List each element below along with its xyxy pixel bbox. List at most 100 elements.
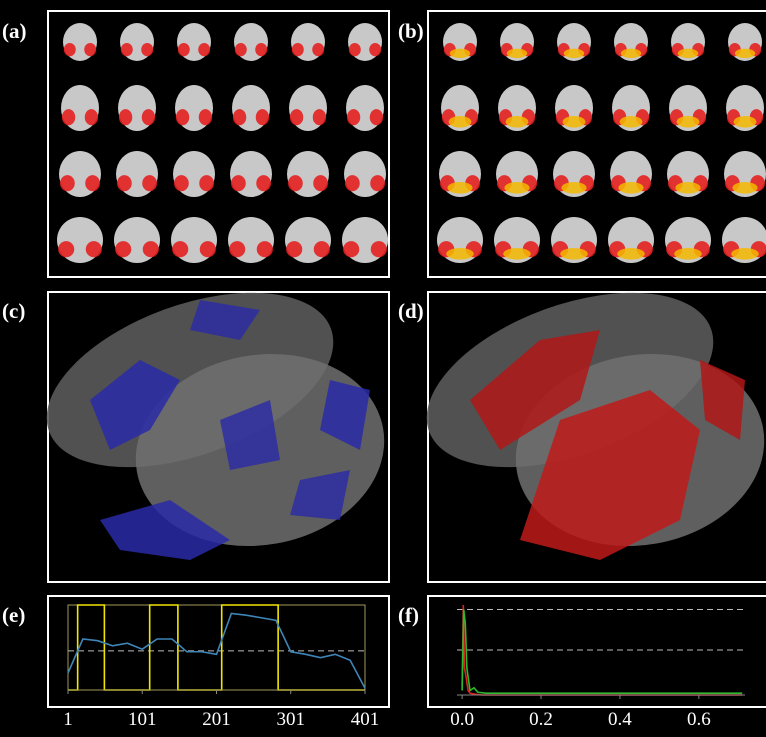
activation	[734, 48, 756, 59]
activation	[255, 109, 270, 126]
activation	[617, 248, 645, 260]
activation	[199, 241, 216, 258]
activation	[198, 109, 213, 126]
x-tick-label: 401	[351, 709, 380, 730]
x-tick-label: 0.4	[608, 709, 632, 730]
activation	[142, 241, 159, 258]
activation	[370, 241, 387, 258]
panel-label: (a)	[2, 19, 27, 43]
activation	[447, 182, 473, 194]
activation	[504, 182, 530, 194]
activation	[115, 241, 132, 258]
activation	[117, 175, 132, 192]
activation	[370, 175, 385, 192]
charts: 1 101 201 301 401 0.0 0.2 0.4 0.6	[63, 604, 745, 730]
panel-f-frame	[427, 595, 766, 708]
activation	[118, 109, 133, 126]
activation	[620, 48, 642, 59]
activation	[505, 116, 529, 128]
data-line	[67, 612, 366, 689]
activation	[313, 175, 328, 192]
activation	[60, 175, 75, 192]
activation	[446, 248, 474, 260]
activation	[348, 42, 361, 57]
activation	[369, 42, 382, 57]
panel-labels: (a) (b) (c) (d) (e) (f)	[2, 19, 424, 627]
activation	[561, 182, 587, 194]
activation	[675, 182, 701, 194]
activation	[676, 116, 700, 128]
activation	[63, 42, 76, 57]
activation	[448, 116, 472, 128]
activation	[256, 175, 271, 192]
activation	[312, 109, 327, 126]
activation	[343, 241, 360, 258]
activation	[286, 241, 303, 258]
panel-label: (b)	[398, 19, 424, 43]
activation	[229, 241, 246, 258]
panel-e-frame	[47, 595, 390, 708]
activation	[175, 109, 190, 126]
data-line	[68, 604, 365, 691]
activation	[677, 48, 699, 59]
x-tick-label: 0.6	[687, 709, 711, 730]
activation	[120, 42, 133, 57]
x-tick-label: 101	[128, 709, 157, 730]
panel-label: (d)	[398, 299, 424, 323]
activation	[255, 42, 268, 57]
activation	[506, 48, 528, 59]
data-line	[461, 609, 743, 694]
activation	[232, 109, 247, 126]
x-tick-label: 0.0	[450, 709, 474, 730]
panel-c-frame	[47, 291, 390, 583]
activation	[85, 175, 100, 192]
activation	[85, 241, 102, 258]
activation	[345, 175, 360, 192]
activation	[563, 48, 585, 59]
activation	[256, 241, 273, 258]
activation	[174, 175, 189, 192]
activation	[141, 42, 154, 57]
activation	[141, 109, 156, 126]
panel-a-frame	[47, 10, 390, 278]
activation	[312, 42, 325, 57]
activation	[731, 248, 759, 260]
activation	[619, 116, 643, 128]
activation	[732, 182, 758, 194]
x-tick-label: 1	[63, 709, 73, 730]
activation	[562, 116, 586, 128]
activation	[231, 175, 246, 192]
x-tick-label: 301	[277, 709, 306, 730]
activation	[58, 241, 75, 258]
activation	[198, 42, 211, 57]
activation	[560, 248, 588, 260]
activation	[289, 109, 304, 126]
activation	[733, 116, 757, 128]
activation	[142, 175, 157, 192]
activation	[234, 42, 247, 57]
activation	[618, 182, 644, 194]
panel-label: (c)	[2, 299, 25, 323]
panel-d-frame	[427, 291, 766, 583]
activation	[313, 241, 330, 258]
surface-blue	[46, 292, 385, 560]
activation	[199, 175, 214, 192]
activation	[449, 48, 471, 59]
activation	[172, 241, 189, 258]
surface-red	[426, 292, 765, 560]
activation	[61, 109, 76, 126]
activation	[84, 109, 99, 126]
activation	[291, 42, 304, 57]
activation	[674, 248, 702, 260]
panel-label: (e)	[2, 603, 25, 627]
activation	[369, 109, 384, 126]
panel-label: (f)	[398, 603, 419, 627]
activation	[288, 175, 303, 192]
x-tick-label: 0.2	[529, 709, 553, 730]
activation	[177, 42, 190, 57]
x-tick-label: 201	[202, 709, 231, 730]
brain-slices	[57, 23, 766, 263]
activation	[503, 248, 531, 260]
panel-b-frame	[427, 10, 766, 278]
